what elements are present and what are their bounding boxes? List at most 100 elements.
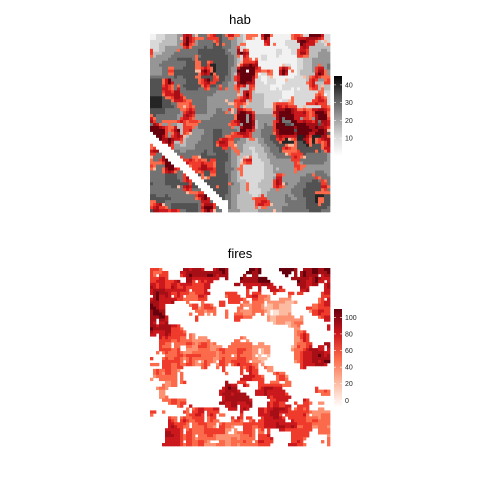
hab-cell [273,60,277,65]
fires-cell [243,359,247,364]
hab-cell [303,102,307,106]
hab-cell [303,90,307,94]
hab-cell [150,197,154,201]
fires-cell [267,389,271,393]
fires-cell [225,386,229,390]
hab-cell [276,114,280,118]
hab-cell [225,179,229,183]
hab-cell [312,152,316,156]
hab-cell [150,81,154,85]
hab-cell [156,102,160,106]
hab-cell [270,99,274,103]
hab-cell [282,140,286,145]
fires-cell [150,268,154,272]
hab-cell [309,99,313,103]
hab-cell [192,69,196,73]
hab-cell [258,164,262,168]
hab-cell [276,111,280,115]
hab-cell [213,197,217,201]
fires-cell [162,273,166,278]
fires-cell [156,282,160,287]
hab-cell [282,93,286,97]
hab-cell [171,194,175,198]
hab-cell [222,152,226,156]
hab-cell [306,179,310,183]
hab-cell [243,42,247,47]
fires-cell [273,398,277,402]
hab-cell [189,99,193,103]
fires-cell [294,354,298,358]
fires-cell [240,345,244,349]
hab-cell [324,131,328,136]
hab-cell [249,131,253,136]
fires-cell [321,273,325,278]
hab-cell [267,185,271,189]
fires-cell [156,312,160,316]
hab-cell [234,114,238,118]
hab-cell [207,146,211,151]
hab-cell [243,117,247,121]
hab-cell [276,90,280,94]
hab-cell [177,155,181,159]
hab-cell [297,170,301,174]
hab-title: hab [229,12,251,27]
hab-cell [294,149,298,154]
hab-cell [252,90,256,94]
hab-cell [240,90,244,94]
hab-cell [228,36,232,41]
hab-cell [183,45,187,50]
hab-cell [234,191,238,195]
hab-cell [324,102,328,106]
hab-cell [198,60,202,65]
hab-cell [306,143,310,148]
hab-cell [210,72,214,76]
hab-cell [219,155,223,159]
hab-cell [159,108,163,112]
hab-cell [204,120,208,124]
hab-cell [321,128,325,133]
hab-cell [312,84,316,88]
fires-cell [165,395,169,399]
hab-cell [222,134,226,139]
fires-cell [327,354,331,358]
hab-cell [327,54,331,59]
fires-cell [168,401,172,405]
hab-cell [162,75,166,79]
hab-cell [198,137,202,142]
fires-cell [285,300,289,304]
fires-cell [177,345,181,349]
hab-cell [306,123,310,127]
hab-cell [297,206,301,210]
hab-cell [252,102,256,106]
hab-cell [261,102,265,106]
hab-cell [219,158,223,162]
hab-cell [273,194,277,198]
fires-cell [225,309,229,313]
hab-cell [186,143,190,148]
fires-cell [162,309,166,313]
hab-cell [261,96,265,100]
hab-cell [318,140,322,145]
hab-cell [198,179,202,183]
hab-cell [327,66,331,70]
hab-cell [222,105,226,109]
hab-cell [306,188,310,192]
hab-cell [297,93,301,97]
hab-cell [180,81,184,85]
hab-cell [156,93,160,97]
hab-cell [273,209,277,213]
hab-cell [219,152,223,156]
fires-cell [189,303,193,307]
hab-cell [297,63,301,67]
fires-cell [159,297,163,301]
hab-cell [189,69,193,73]
hab-cell [324,108,328,112]
fires-cell [321,357,325,361]
fires-cell [171,374,175,379]
hab-cell [183,167,187,171]
fires-cell [285,273,289,278]
fires-cell [162,333,166,337]
fires-cell [297,351,301,355]
hab-cell [219,57,223,62]
fires-cell [255,371,259,376]
